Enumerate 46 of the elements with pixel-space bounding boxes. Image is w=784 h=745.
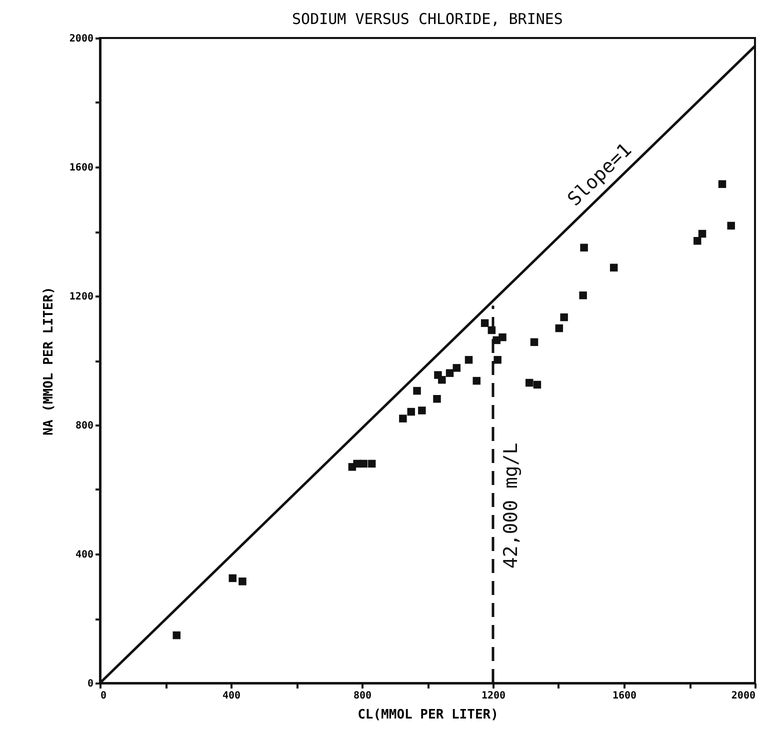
x-tick-label: 1600 <box>612 690 637 702</box>
point <box>533 380 542 389</box>
point <box>698 230 706 238</box>
point <box>172 631 181 640</box>
point <box>413 386 421 395</box>
point <box>228 574 237 582</box>
text: 42,000 mg/L <box>500 442 522 569</box>
x-tick-label: 400 <box>222 690 241 702</box>
point <box>579 291 587 300</box>
point <box>438 376 446 384</box>
point <box>718 180 726 188</box>
point <box>360 460 368 468</box>
point <box>530 338 538 346</box>
x-tick-label: 1200 <box>481 690 506 702</box>
point <box>580 244 588 252</box>
point <box>560 313 568 322</box>
point <box>727 222 735 230</box>
y-tick-label: 1600 <box>69 162 94 174</box>
point <box>433 395 441 403</box>
point <box>418 406 426 414</box>
point <box>368 460 376 468</box>
point <box>464 356 473 364</box>
point <box>494 356 502 364</box>
y-tick-label: 800 <box>75 420 94 432</box>
point <box>238 578 246 586</box>
y-tick-label: 2000 <box>69 34 94 44</box>
x-tick-label: 800 <box>353 690 372 702</box>
point <box>399 414 407 422</box>
point <box>498 333 506 342</box>
point <box>472 376 480 385</box>
x-axis-title: CL(MMOL PER LITER) <box>358 708 498 722</box>
point <box>407 408 415 416</box>
point <box>610 264 618 272</box>
x-tick-label: 0 <box>100 690 107 702</box>
y-axis-title: NA (MMOL PER LITER) <box>41 286 56 436</box>
x-tick-label: 2000 <box>731 690 756 702</box>
point <box>555 324 564 332</box>
point <box>693 236 702 245</box>
point <box>452 364 461 372</box>
y-tick-label: 0 <box>87 678 94 690</box>
y-tick-label: 1200 <box>69 292 94 302</box>
point <box>480 319 489 327</box>
point <box>525 378 534 387</box>
y-tick-label: 400 <box>75 550 94 560</box>
chart-title: SODIUM VERSUS CHLORIDE, BRINES <box>292 10 563 28</box>
point <box>446 369 454 377</box>
